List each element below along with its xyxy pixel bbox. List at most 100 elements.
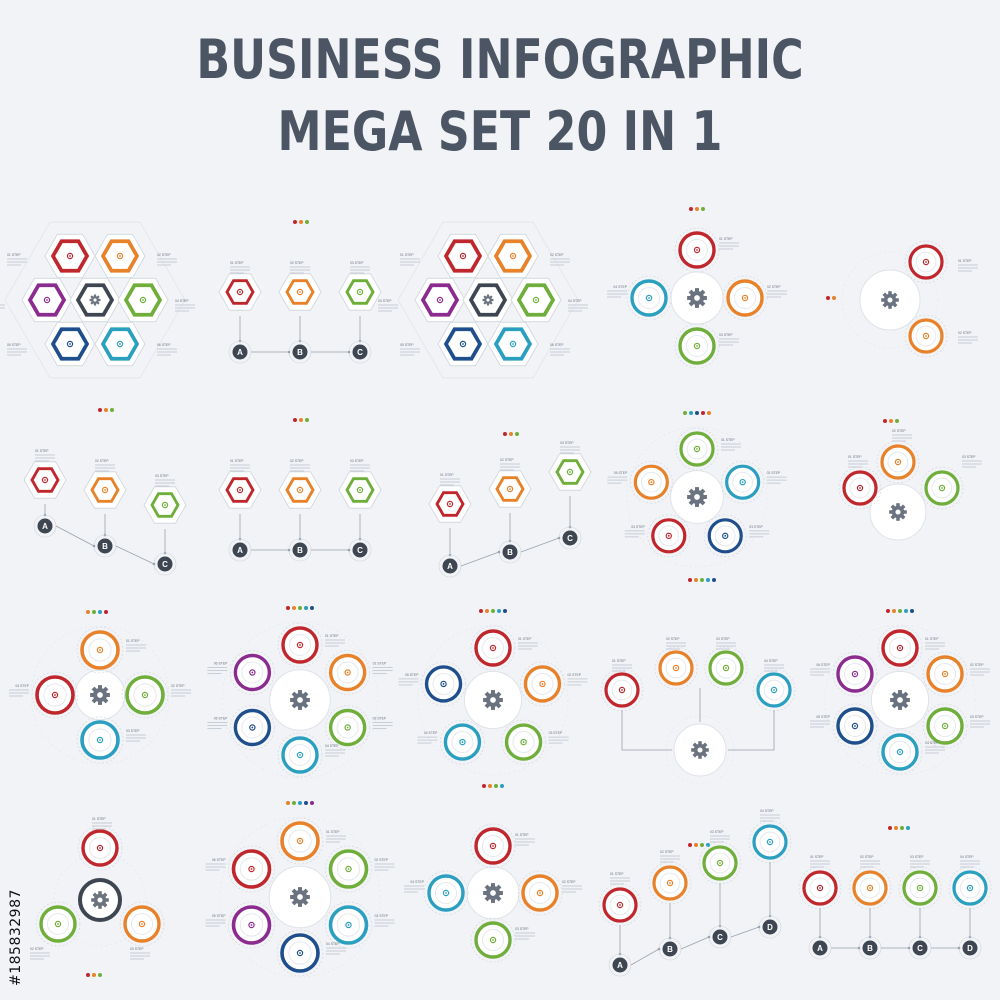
step-label: 02 STEP bbox=[567, 673, 581, 677]
letter-node: A bbox=[808, 936, 832, 960]
pin-icon bbox=[249, 669, 256, 676]
step-node bbox=[230, 650, 275, 695]
step-label: 02 STEP bbox=[373, 662, 387, 666]
legend-dot bbox=[104, 408, 108, 412]
step-label: 03 STEP bbox=[350, 261, 364, 265]
step-label: 03 STEP bbox=[560, 441, 574, 445]
step-node bbox=[877, 729, 923, 775]
pin-icon bbox=[739, 478, 746, 486]
step-node bbox=[703, 514, 747, 558]
pin-icon bbox=[509, 252, 517, 260]
pin-icon bbox=[722, 664, 730, 672]
step-node bbox=[748, 820, 792, 864]
pin-icon bbox=[922, 332, 930, 340]
step-label: 04 STEP bbox=[410, 880, 424, 884]
step-label: 01 STEP bbox=[35, 449, 49, 453]
legend-dot bbox=[883, 419, 887, 423]
step-node bbox=[487, 321, 539, 367]
pin-icon bbox=[741, 294, 749, 302]
step-node bbox=[44, 321, 96, 367]
legend-dot bbox=[500, 784, 504, 788]
gear-icon bbox=[290, 690, 310, 710]
pin-icon bbox=[116, 340, 124, 348]
step-label: 01 STEP bbox=[925, 637, 939, 641]
pin-icon bbox=[138, 920, 146, 928]
gear-icon bbox=[290, 887, 310, 907]
pin-icon bbox=[616, 901, 624, 909]
gear-icon bbox=[691, 741, 709, 759]
pin-icon bbox=[116, 252, 124, 260]
step-node bbox=[898, 866, 942, 910]
step-node bbox=[277, 622, 323, 668]
gear-icon bbox=[881, 291, 899, 309]
letter-label: B bbox=[867, 944, 873, 953]
legend-dot bbox=[695, 207, 699, 211]
step-node bbox=[421, 661, 466, 707]
legend-dot bbox=[503, 432, 507, 436]
pin-icon bbox=[693, 246, 701, 254]
connector-line bbox=[621, 710, 672, 751]
step-node bbox=[704, 646, 748, 690]
step-label: 01 STEP bbox=[326, 830, 340, 834]
legend-dot bbox=[310, 801, 314, 805]
step-node bbox=[228, 901, 275, 949]
letter-label: B bbox=[297, 546, 303, 555]
letter-label: A bbox=[817, 944, 823, 953]
step-node bbox=[440, 719, 485, 765]
step-label: 02 STEP bbox=[767, 471, 781, 475]
letter-label: C bbox=[917, 944, 923, 953]
step-label: 01 STEP bbox=[230, 261, 244, 265]
pin-icon bbox=[722, 532, 729, 540]
step-label: 06 STEP bbox=[157, 343, 171, 347]
legend-dot bbox=[92, 973, 96, 977]
pin-icon bbox=[436, 296, 444, 304]
pin-icon bbox=[896, 748, 904, 756]
legend-dot bbox=[706, 843, 710, 847]
step-label: 02 STEP bbox=[374, 858, 388, 862]
hex-row-infographic: 01 STEP A 02 STEP B 03 STEP C bbox=[218, 418, 382, 562]
step-label: 02 STEP bbox=[562, 880, 576, 884]
letter-node: C bbox=[348, 340, 372, 364]
step-node bbox=[143, 486, 187, 524]
step-label: 01 STEP bbox=[848, 455, 862, 459]
step-node bbox=[276, 929, 324, 977]
pin-icon bbox=[922, 258, 930, 266]
pin-icon bbox=[520, 738, 527, 746]
legend-dot bbox=[894, 826, 898, 830]
legend-dot bbox=[689, 207, 693, 211]
step-node bbox=[626, 275, 672, 321]
legend-dot bbox=[292, 801, 296, 805]
step-label: 02 STEP bbox=[970, 663, 984, 667]
step-node bbox=[35, 901, 81, 947]
step-node bbox=[798, 866, 842, 910]
legend-dot bbox=[298, 606, 302, 610]
letter-label: C bbox=[567, 534, 573, 543]
legend-dot bbox=[482, 784, 486, 788]
connector-line bbox=[630, 948, 660, 966]
step-label: 03 STEP bbox=[126, 729, 140, 733]
pin-icon bbox=[248, 921, 255, 929]
pin-icon bbox=[66, 340, 74, 348]
step-node bbox=[428, 485, 472, 523]
pin-icon bbox=[532, 296, 540, 304]
legend-dot bbox=[299, 220, 303, 224]
letter-label: B bbox=[102, 542, 108, 551]
pin-icon bbox=[489, 644, 497, 652]
pin-icon bbox=[509, 340, 517, 348]
pin-icon bbox=[41, 476, 49, 484]
gear-icon bbox=[483, 883, 503, 903]
legend-dot bbox=[305, 220, 309, 224]
step-label: 04 STEP bbox=[760, 809, 774, 813]
step-node bbox=[648, 861, 692, 905]
letter-label: A bbox=[617, 961, 623, 970]
step-label: 06 STEP bbox=[550, 343, 564, 347]
step-label: 03 STEP bbox=[374, 914, 388, 918]
legend-dot bbox=[293, 220, 297, 224]
letter-node: B bbox=[288, 538, 312, 562]
connector-line bbox=[728, 710, 775, 751]
pin-icon bbox=[141, 691, 149, 699]
pin-icon bbox=[539, 680, 546, 688]
legend-dot bbox=[310, 606, 314, 610]
pin-icon bbox=[648, 478, 655, 486]
letter-label: D bbox=[767, 923, 773, 932]
